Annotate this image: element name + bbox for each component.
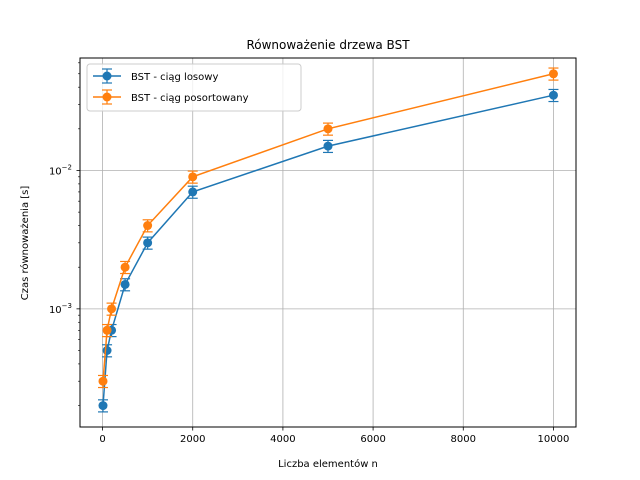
data-point: [548, 90, 558, 100]
x-axis-title: Liczba elementów n: [278, 458, 378, 470]
x-tick-label: 2000: [180, 434, 205, 445]
grid-layer: [80, 58, 576, 427]
tick-layer: 0 2000 4000 6000 8000 10000 10−3 10−2: [49, 62, 570, 445]
data-point: [120, 262, 130, 272]
legend-label: BST - ciąg losowy: [131, 72, 218, 83]
data-point: [143, 238, 153, 248]
data-point: [323, 141, 333, 151]
series-layer: [97, 67, 559, 413]
y-tick-label: 10−3: [49, 302, 72, 316]
y-tick-label: 10−2: [49, 163, 72, 177]
y-axis-title: Czas równoważenia [s]: [19, 186, 31, 301]
data-point: [98, 376, 108, 386]
data-point: [143, 221, 153, 231]
data-point: [98, 401, 108, 411]
data-point: [120, 279, 130, 289]
legend-marker: [102, 92, 112, 102]
chart-title: Równoważenie drzewa BST: [246, 38, 410, 52]
x-tick-label: 6000: [360, 434, 385, 445]
data-point: [107, 304, 117, 314]
data-point: [188, 172, 198, 182]
data-point: [102, 346, 112, 356]
data-point: [102, 325, 112, 335]
legend-label: BST - ciąg posortowany: [131, 93, 249, 104]
data-point: [323, 124, 333, 134]
data-point: [188, 187, 198, 197]
data-point: [548, 69, 558, 79]
legend: BST - ciąg losowy BST - ciąg posortowany: [86, 63, 302, 112]
legend-frame: [86, 63, 302, 112]
series-2: [97, 67, 559, 389]
plot-frame: [79, 57, 577, 428]
x-tick-label: 0: [99, 434, 105, 445]
legend-marker: [102, 71, 112, 81]
x-tick-label: 8000: [451, 434, 476, 445]
x-tick-label: 10000: [538, 434, 570, 445]
x-tick-label: 4000: [270, 434, 295, 445]
